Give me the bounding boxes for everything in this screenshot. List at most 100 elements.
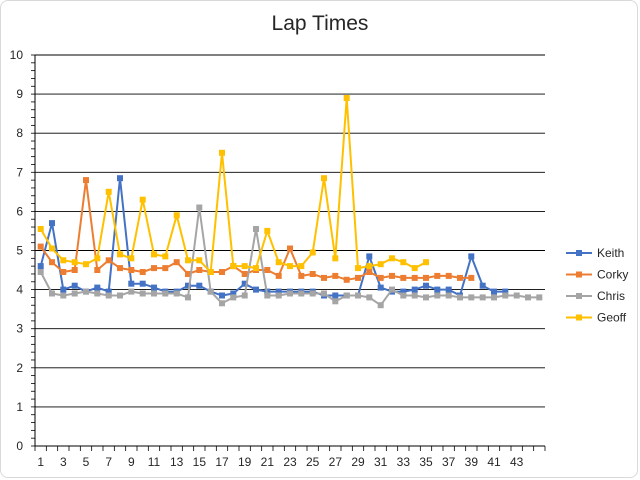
y-tick-label: 0 (16, 439, 23, 453)
data-point (366, 294, 373, 301)
data-point (343, 95, 350, 101)
data-point (264, 227, 271, 234)
data-point (423, 294, 429, 301)
data-point (332, 298, 339, 305)
x-tick-label: 5 (83, 455, 90, 469)
data-point (94, 290, 101, 297)
legend-item-keith: Keith (566, 246, 624, 260)
x-tick-label: 15 (193, 455, 207, 469)
data-point (196, 257, 203, 264)
data-point (423, 274, 429, 281)
data-point (479, 294, 486, 301)
data-point (151, 290, 157, 297)
data-point (457, 274, 463, 281)
data-point (230, 263, 237, 270)
data-point (117, 251, 123, 258)
data-point (491, 288, 497, 295)
data-point (536, 294, 543, 301)
data-point (151, 251, 157, 258)
data-point (83, 177, 89, 184)
data-point (434, 292, 441, 299)
y-tick-label: 8 (16, 126, 23, 140)
legend: Keith Corky Chris Geoff (566, 246, 628, 325)
x-tick-label: 11 (148, 455, 161, 469)
data-point (207, 269, 214, 275)
data-point (60, 257, 67, 264)
series-geoff (37, 95, 429, 275)
data-point (298, 263, 305, 270)
data-point (185, 257, 191, 264)
data-point (343, 276, 350, 283)
data-point (94, 255, 101, 262)
data-point (105, 288, 112, 295)
data-point (411, 265, 418, 272)
data-point (434, 286, 441, 293)
legend-marker (576, 250, 582, 256)
data-point (332, 255, 339, 262)
data-point (37, 226, 44, 232)
legend-marker (576, 271, 582, 278)
series-chris (37, 204, 543, 309)
data-point (253, 265, 259, 272)
data-point (105, 292, 112, 299)
data-point (196, 267, 203, 273)
data-point (411, 274, 418, 281)
data-point (513, 292, 520, 299)
data-point (83, 261, 89, 268)
data-point (445, 286, 452, 293)
data-point (173, 259, 180, 266)
data-point (162, 265, 169, 272)
data-point (128, 255, 135, 262)
legend-item-chris: Chris (566, 289, 625, 303)
data-point (355, 265, 361, 272)
series-line-geoff (39, 97, 427, 273)
legend-marker (576, 293, 582, 299)
data-point (230, 290, 237, 297)
data-point (196, 282, 203, 289)
data-point (128, 267, 135, 273)
data-point (151, 284, 157, 291)
x-tick-label: 27 (329, 455, 343, 469)
x-tick-label: 35 (419, 455, 433, 469)
data-point (423, 259, 429, 266)
data-point (117, 265, 123, 272)
data-point (128, 288, 135, 295)
legend-label: Geoff (597, 311, 627, 325)
data-point (264, 267, 271, 273)
data-point (139, 280, 146, 287)
data-point (49, 259, 55, 266)
series-lines (37, 95, 543, 309)
data-point (37, 269, 44, 275)
y-tick-label: 9 (16, 87, 23, 101)
data-point (253, 286, 259, 293)
data-point (253, 226, 259, 232)
legend-marker (576, 314, 582, 321)
data-point (173, 290, 180, 297)
data-point (400, 292, 407, 299)
data-point (377, 261, 384, 268)
x-tick-label: 41 (487, 455, 501, 469)
x-tick-label: 1 (37, 455, 44, 469)
data-point (241, 263, 248, 270)
data-point (321, 175, 327, 182)
data-point (298, 272, 305, 279)
data-point (219, 292, 225, 299)
data-point (445, 272, 452, 279)
data-point (185, 271, 191, 277)
data-point (219, 149, 225, 156)
data-point (309, 290, 316, 297)
data-point (60, 286, 67, 293)
data-point (468, 294, 475, 301)
data-point (287, 245, 293, 252)
data-point (105, 257, 112, 264)
y-tick-label: 6 (16, 204, 23, 218)
data-point (389, 255, 395, 262)
data-point (230, 294, 237, 301)
data-point (355, 292, 361, 299)
x-tick-label: 3 (60, 455, 67, 469)
x-tick-label: 43 (510, 455, 524, 469)
x-tick-label: 13 (170, 455, 184, 469)
data-point (468, 253, 475, 260)
data-point (366, 253, 373, 260)
legend-label: Keith (597, 246, 624, 260)
